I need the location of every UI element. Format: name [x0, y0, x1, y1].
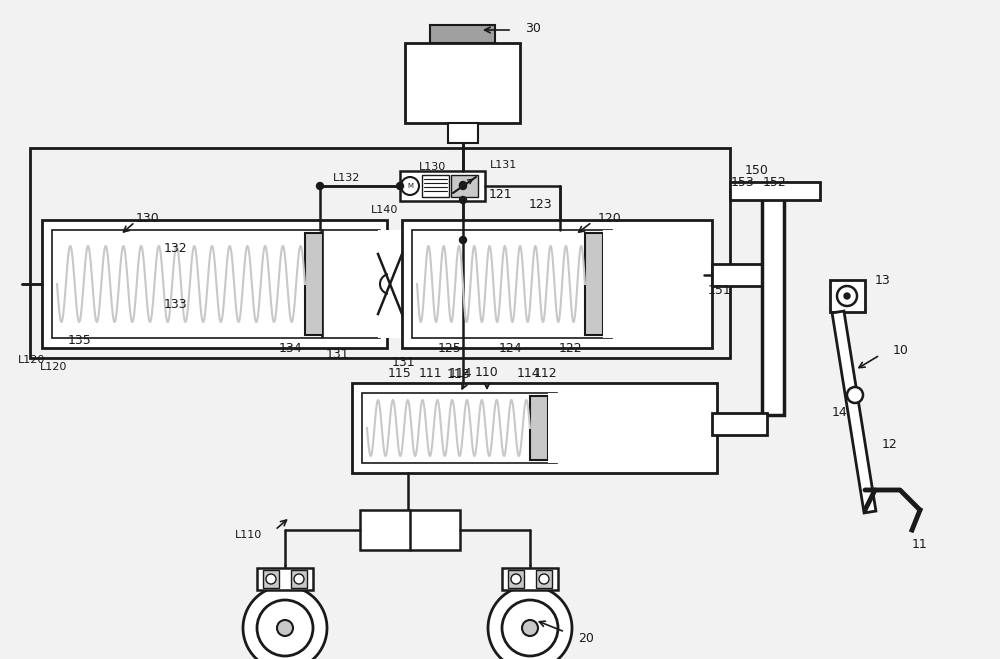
Text: 121: 121: [488, 188, 512, 202]
Text: L120: L120: [18, 355, 45, 365]
Circle shape: [316, 183, 324, 190]
Text: 30: 30: [525, 22, 541, 34]
Text: 150: 150: [745, 163, 769, 177]
Circle shape: [401, 177, 419, 195]
Text: 131: 131: [391, 357, 415, 370]
Text: 110: 110: [475, 366, 499, 380]
Bar: [52, 230, 322, 338]
Text: 120: 120: [598, 212, 622, 225]
Bar: [362, 393, 557, 463]
Text: 13: 13: [875, 273, 891, 287]
Text: 153: 153: [731, 177, 755, 190]
Text: 12: 12: [882, 438, 898, 451]
Circle shape: [511, 574, 521, 584]
Text: 152: 152: [763, 177, 787, 190]
Bar: [712, 264, 767, 286]
Bar: [603, 230, 705, 338]
Text: M: M: [407, 183, 413, 189]
Text: 151: 151: [708, 283, 732, 297]
Bar: [42, 220, 387, 348]
Circle shape: [277, 620, 293, 636]
Circle shape: [396, 183, 404, 190]
Text: 134: 134: [278, 341, 302, 355]
Circle shape: [539, 574, 549, 584]
Text: 112: 112: [533, 367, 557, 380]
Bar: [263, 570, 279, 588]
Text: 135: 135: [68, 333, 92, 347]
Bar: [430, 25, 495, 43]
Circle shape: [243, 586, 327, 659]
Text: 10: 10: [893, 343, 909, 357]
Bar: [530, 396, 548, 460]
Bar: [323, 230, 380, 338]
Text: 114: 114: [448, 367, 472, 380]
Bar: [448, 123, 478, 143]
Circle shape: [522, 620, 538, 636]
Bar: [405, 43, 520, 123]
Circle shape: [460, 196, 466, 204]
Circle shape: [488, 586, 572, 659]
Polygon shape: [832, 311, 876, 513]
Bar: [451, 175, 478, 197]
Text: L140: L140: [371, 205, 399, 215]
Text: L132: L132: [333, 173, 360, 183]
Bar: [400, 171, 485, 201]
Text: 113: 113: [446, 368, 470, 380]
Bar: [536, 570, 552, 588]
Text: 20: 20: [578, 631, 594, 645]
Text: 132: 132: [163, 241, 187, 254]
Text: 114: 114: [516, 367, 540, 380]
Text: L120: L120: [40, 362, 67, 372]
Circle shape: [460, 237, 466, 243]
Text: 131: 131: [325, 349, 349, 362]
Text: L131: L131: [490, 160, 517, 170]
Bar: [360, 510, 460, 550]
Bar: [508, 570, 524, 588]
Circle shape: [266, 574, 276, 584]
Text: 115: 115: [388, 367, 412, 380]
Text: 133: 133: [163, 299, 187, 312]
Bar: [712, 413, 767, 435]
Bar: [730, 182, 820, 200]
Bar: [291, 570, 307, 588]
Bar: [323, 230, 380, 338]
Bar: [830, 280, 865, 312]
Bar: [378, 230, 402, 338]
Circle shape: [844, 293, 850, 299]
Bar: [412, 230, 612, 338]
Text: 11: 11: [912, 538, 928, 552]
Circle shape: [847, 387, 863, 403]
Bar: [402, 220, 712, 348]
Text: 123: 123: [528, 198, 552, 212]
Bar: [762, 195, 784, 415]
Text: L110: L110: [235, 530, 262, 540]
Circle shape: [460, 181, 466, 188]
Text: 130: 130: [136, 212, 160, 225]
Text: 125: 125: [438, 341, 462, 355]
Bar: [305, 233, 323, 335]
Text: 14: 14: [832, 407, 848, 420]
Circle shape: [502, 600, 558, 656]
Text: 124: 124: [498, 341, 522, 355]
Bar: [257, 568, 313, 590]
Text: L130: L130: [418, 162, 446, 172]
Circle shape: [837, 286, 857, 306]
Bar: [422, 175, 449, 197]
Bar: [502, 568, 558, 590]
Bar: [585, 233, 603, 335]
Bar: [548, 393, 710, 463]
Circle shape: [257, 600, 313, 656]
Circle shape: [460, 183, 466, 190]
Text: 111: 111: [418, 367, 442, 380]
Bar: [352, 383, 717, 473]
Text: 122: 122: [558, 341, 582, 355]
Bar: [30, 148, 730, 358]
Circle shape: [294, 574, 304, 584]
